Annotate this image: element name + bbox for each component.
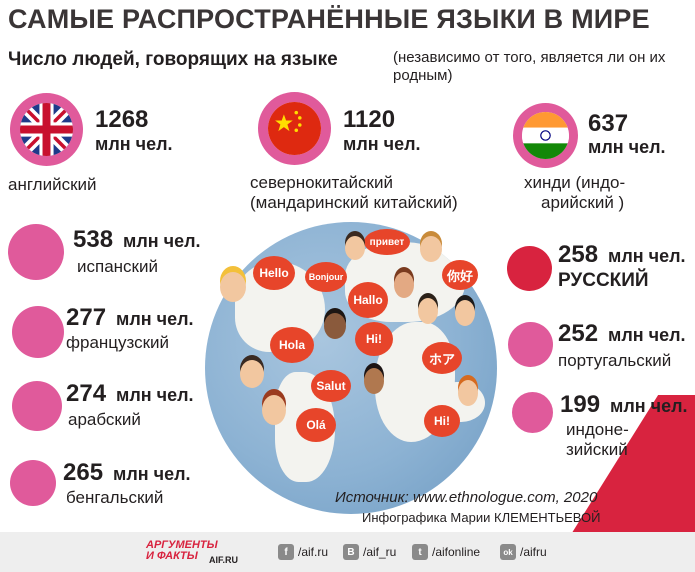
greeting-bubble: ホア	[422, 342, 462, 374]
logo-sub: AIF.RU	[209, 555, 238, 565]
indonesian-label-line1: индоне-	[566, 420, 629, 439]
russian-unit: млн чел.	[608, 246, 686, 266]
person-avatar	[458, 380, 478, 406]
china-flag-icon	[268, 102, 321, 155]
russian-value: 258	[558, 241, 599, 268]
vk-icon: B	[343, 544, 359, 560]
social-label: /aifru	[520, 545, 547, 559]
social-twitter[interactable]: t /aifonline	[412, 544, 480, 560]
portuguese-value: 252	[558, 320, 599, 347]
arabic-circle	[12, 381, 62, 431]
french-value: 277	[66, 304, 107, 331]
social-label: /aif.ru	[298, 545, 329, 559]
hindi-unit: млн чел.	[588, 137, 666, 157]
social-label: /aif_ru	[363, 545, 397, 559]
greeting-bubble: Hola	[270, 327, 314, 363]
indonesian-circle	[512, 392, 553, 433]
bengali-unit: млн чел.	[113, 464, 191, 484]
person-avatar	[418, 298, 438, 324]
russian-circle	[507, 246, 552, 291]
spanish-circle	[8, 224, 64, 280]
french-label: французский	[66, 333, 170, 352]
person-avatar	[220, 272, 246, 302]
indonesian-value: 199	[560, 391, 601, 418]
logo-line2: И ФАКТЫ	[146, 550, 198, 562]
portuguese-unit: млн чел.	[608, 325, 686, 345]
social-odnoklassniki[interactable]: ok /aifru	[500, 544, 547, 560]
bengali-circle	[10, 460, 56, 506]
portuguese-circle	[508, 322, 553, 367]
person-avatar	[262, 395, 286, 425]
mandarin-label-line2: (мандаринский китайский)	[250, 193, 458, 212]
arabic-unit: млн чел.	[116, 385, 194, 405]
arabic-label: арабский	[68, 410, 141, 429]
greeting-bubble: Hi!	[355, 322, 393, 356]
uk-flag-icon	[20, 103, 73, 156]
source-text: Источник: www.ethnologue.com, 2020	[335, 489, 598, 506]
twitter-icon: t	[412, 544, 428, 560]
india-flag-icon	[522, 112, 569, 159]
english-label: английский	[8, 175, 97, 194]
spanish-label: испанский	[77, 257, 158, 276]
bengali-value: 265	[63, 459, 104, 486]
greeting-bubble: Hallo	[348, 282, 388, 318]
facebook-icon: f	[278, 544, 294, 560]
greeting-bubble: Olá	[296, 408, 336, 442]
english-value: 1268	[95, 106, 149, 133]
page-title: САМЫЕ РАСПРОСТРАНЁННЫЕ ЯЗЫКИ В МИРЕ	[8, 4, 650, 34]
portuguese-label: португальский	[558, 351, 672, 370]
bengali-label: бенгальский	[66, 488, 164, 507]
person-avatar	[324, 313, 346, 339]
person-avatar	[455, 300, 475, 326]
spanish-unit: млн чел.	[123, 231, 201, 251]
person-avatar	[345, 236, 365, 260]
person-avatar	[364, 368, 384, 394]
social-vk[interactable]: B /aif_ru	[343, 544, 396, 560]
credit-text: Инфографика Марии КЛЕМЕНТЬЕВОЙ	[362, 510, 601, 525]
page-subtitle: Число людей, говорящих на языке	[8, 49, 338, 70]
hindi-label-line2: арийский )	[541, 193, 625, 212]
greeting-bubble: Hello	[253, 256, 295, 290]
social-label: /aifonline	[432, 545, 481, 559]
hindi-label-line1: хинди (индо-	[524, 173, 626, 192]
subtitle-note: (независимо от того, является ли он их р…	[393, 49, 666, 84]
greeting-bubble: Hi!	[424, 405, 460, 437]
aif-logo[interactable]: АРГУМЕНТЫ И ФАКТЫ AIF.RU	[146, 540, 238, 566]
french-unit: млн чел.	[116, 309, 194, 329]
french-circle	[12, 306, 64, 358]
person-avatar	[240, 360, 264, 388]
mandarin-unit: млн чел.	[343, 134, 421, 154]
arabic-value: 274	[66, 380, 107, 407]
person-avatar	[394, 272, 414, 298]
greeting-bubble: 你好	[442, 260, 478, 290]
mandarin-value: 1120	[343, 106, 396, 133]
indonesian-label-line2: зийский	[566, 440, 628, 459]
odnoklassniki-icon: ok	[500, 544, 516, 560]
greeting-bubble: привет	[364, 229, 410, 255]
indonesian-unit: млн чел.	[610, 396, 688, 416]
social-facebook[interactable]: f /aif.ru	[278, 544, 328, 560]
spanish-value: 538	[73, 226, 114, 253]
english-unit: млн чел.	[95, 134, 173, 154]
person-avatar	[420, 236, 442, 262]
greeting-bubble: Salut	[311, 370, 351, 402]
logo-line1: АРГУМЕНТЫ	[146, 539, 218, 551]
hindi-value: 637	[588, 110, 629, 137]
russian-label: РУССКИЙ	[558, 270, 649, 291]
greeting-bubble: Bonjour	[305, 262, 347, 292]
mandarin-label-line1: севернокитайский	[250, 173, 393, 192]
